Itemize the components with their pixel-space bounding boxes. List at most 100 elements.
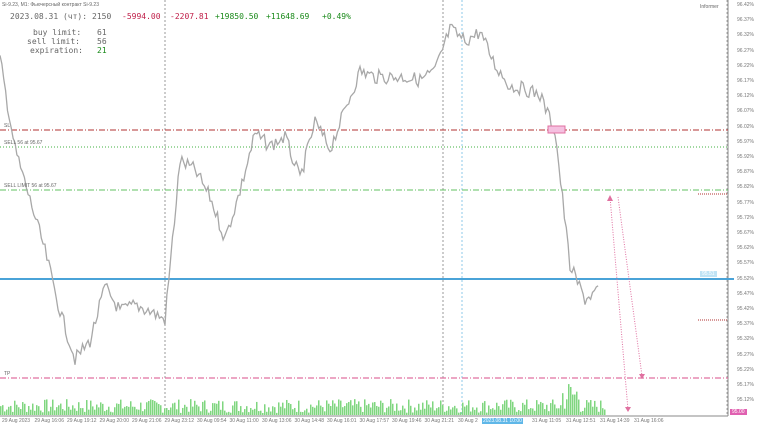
volume-bar (268, 407, 270, 415)
volume-bar (4, 411, 6, 415)
price-tick-label: 96.22% (737, 62, 754, 69)
time-tick-label: 30 Aug 14:48 (294, 418, 324, 424)
volume-bar (314, 407, 316, 415)
volume-bar (374, 402, 376, 415)
volume-bar (154, 400, 156, 415)
volume-bar (490, 409, 492, 415)
volume-bar (68, 406, 70, 415)
informer-label: Informer (700, 4, 719, 10)
volume-bar (184, 404, 186, 415)
price-tick-label: 96.37% (737, 17, 754, 24)
volume-bar (420, 409, 422, 415)
up-arrow-icon (607, 195, 613, 201)
volume-bar (600, 400, 602, 415)
volume-bar (480, 411, 482, 415)
volume-bar (334, 403, 336, 415)
volume-bar (196, 404, 198, 415)
volume-bar (458, 412, 460, 415)
volume-bar (12, 411, 14, 415)
volume-bar (532, 408, 534, 415)
volume-bar (476, 407, 478, 415)
volume-bar (432, 401, 434, 415)
price-tick-label: 95.47% (737, 290, 754, 297)
volume-bar (352, 405, 354, 415)
volume-bar (410, 405, 412, 415)
volume-bar (390, 399, 392, 415)
volume-bar (282, 402, 284, 415)
volume-bar (140, 402, 142, 415)
volume-bar (124, 406, 126, 415)
volume-bar (448, 406, 450, 415)
volume-bar (338, 399, 340, 415)
volume-bar (320, 405, 322, 415)
volume-bar (64, 410, 66, 415)
volume-bar (474, 409, 476, 415)
volume-bar (92, 406, 94, 415)
volume-bar (250, 408, 252, 415)
volume-bar (222, 401, 224, 415)
volume-bar (470, 411, 472, 415)
volume-bar (226, 412, 228, 415)
volume-bar (304, 410, 306, 415)
volume-bar (200, 411, 202, 415)
volume-bar (496, 402, 498, 415)
volume-bar (296, 411, 298, 415)
volume-bar (290, 404, 292, 415)
volume-bar (166, 407, 168, 415)
volume-bar (76, 410, 78, 415)
volume-bar (120, 399, 122, 415)
volume-bar (202, 401, 204, 415)
volume-bar (132, 406, 134, 415)
volume-bar (302, 412, 304, 415)
volume-bar (292, 409, 294, 415)
volume-bar (350, 400, 352, 415)
volume-bar (70, 409, 72, 415)
volume-bar (24, 403, 26, 415)
volume-bar (492, 408, 494, 415)
volume-bar (586, 400, 588, 415)
price-tick-label: 95.97% (737, 138, 754, 145)
volume-bar (498, 406, 500, 415)
volume-bar (392, 403, 394, 415)
volume-bar (416, 410, 418, 415)
volume-bar (0, 406, 2, 415)
volume-bar (144, 409, 146, 415)
volume-bar (156, 402, 158, 415)
volume-bar (570, 386, 572, 415)
time-tick-label: 30 Aug 13:06 (262, 418, 292, 424)
volume-bar (98, 407, 100, 415)
volume-bar (514, 407, 516, 415)
volume-bar (356, 404, 358, 415)
volume-bar (438, 407, 440, 415)
volume-bar (576, 391, 578, 415)
volume-bar (508, 407, 510, 415)
volume-bar (180, 412, 182, 415)
volume-bar (206, 409, 208, 415)
expiration-label: expiration: (30, 46, 83, 55)
volume-bar (588, 402, 590, 415)
volume-bar (402, 405, 404, 415)
volume-bar (6, 409, 8, 415)
volume-bar (380, 400, 382, 415)
volume-bar (170, 407, 172, 415)
trade-path-line (609, 196, 629, 411)
volume-bar (360, 406, 362, 415)
volume-bar (572, 394, 574, 415)
volume-bar (188, 411, 190, 415)
volume-bar (242, 412, 244, 415)
volume-bar (326, 400, 328, 415)
volume-bar (270, 411, 272, 415)
current-price-tag: 95.51 (700, 271, 717, 277)
volume-bar (50, 406, 52, 415)
volume-bar (104, 411, 106, 415)
volume-bar (162, 412, 164, 415)
price-tick-label: 96.32% (737, 32, 754, 39)
price-tick-label: 95.52% (737, 275, 754, 282)
price-tick-label: 96.02% (737, 123, 754, 130)
volume-bar (598, 411, 600, 415)
price-tick-label: 95.22% (737, 366, 754, 373)
volume-bar (318, 400, 320, 415)
volume-bar (254, 408, 256, 415)
value-4: +11648.69 (266, 12, 310, 21)
